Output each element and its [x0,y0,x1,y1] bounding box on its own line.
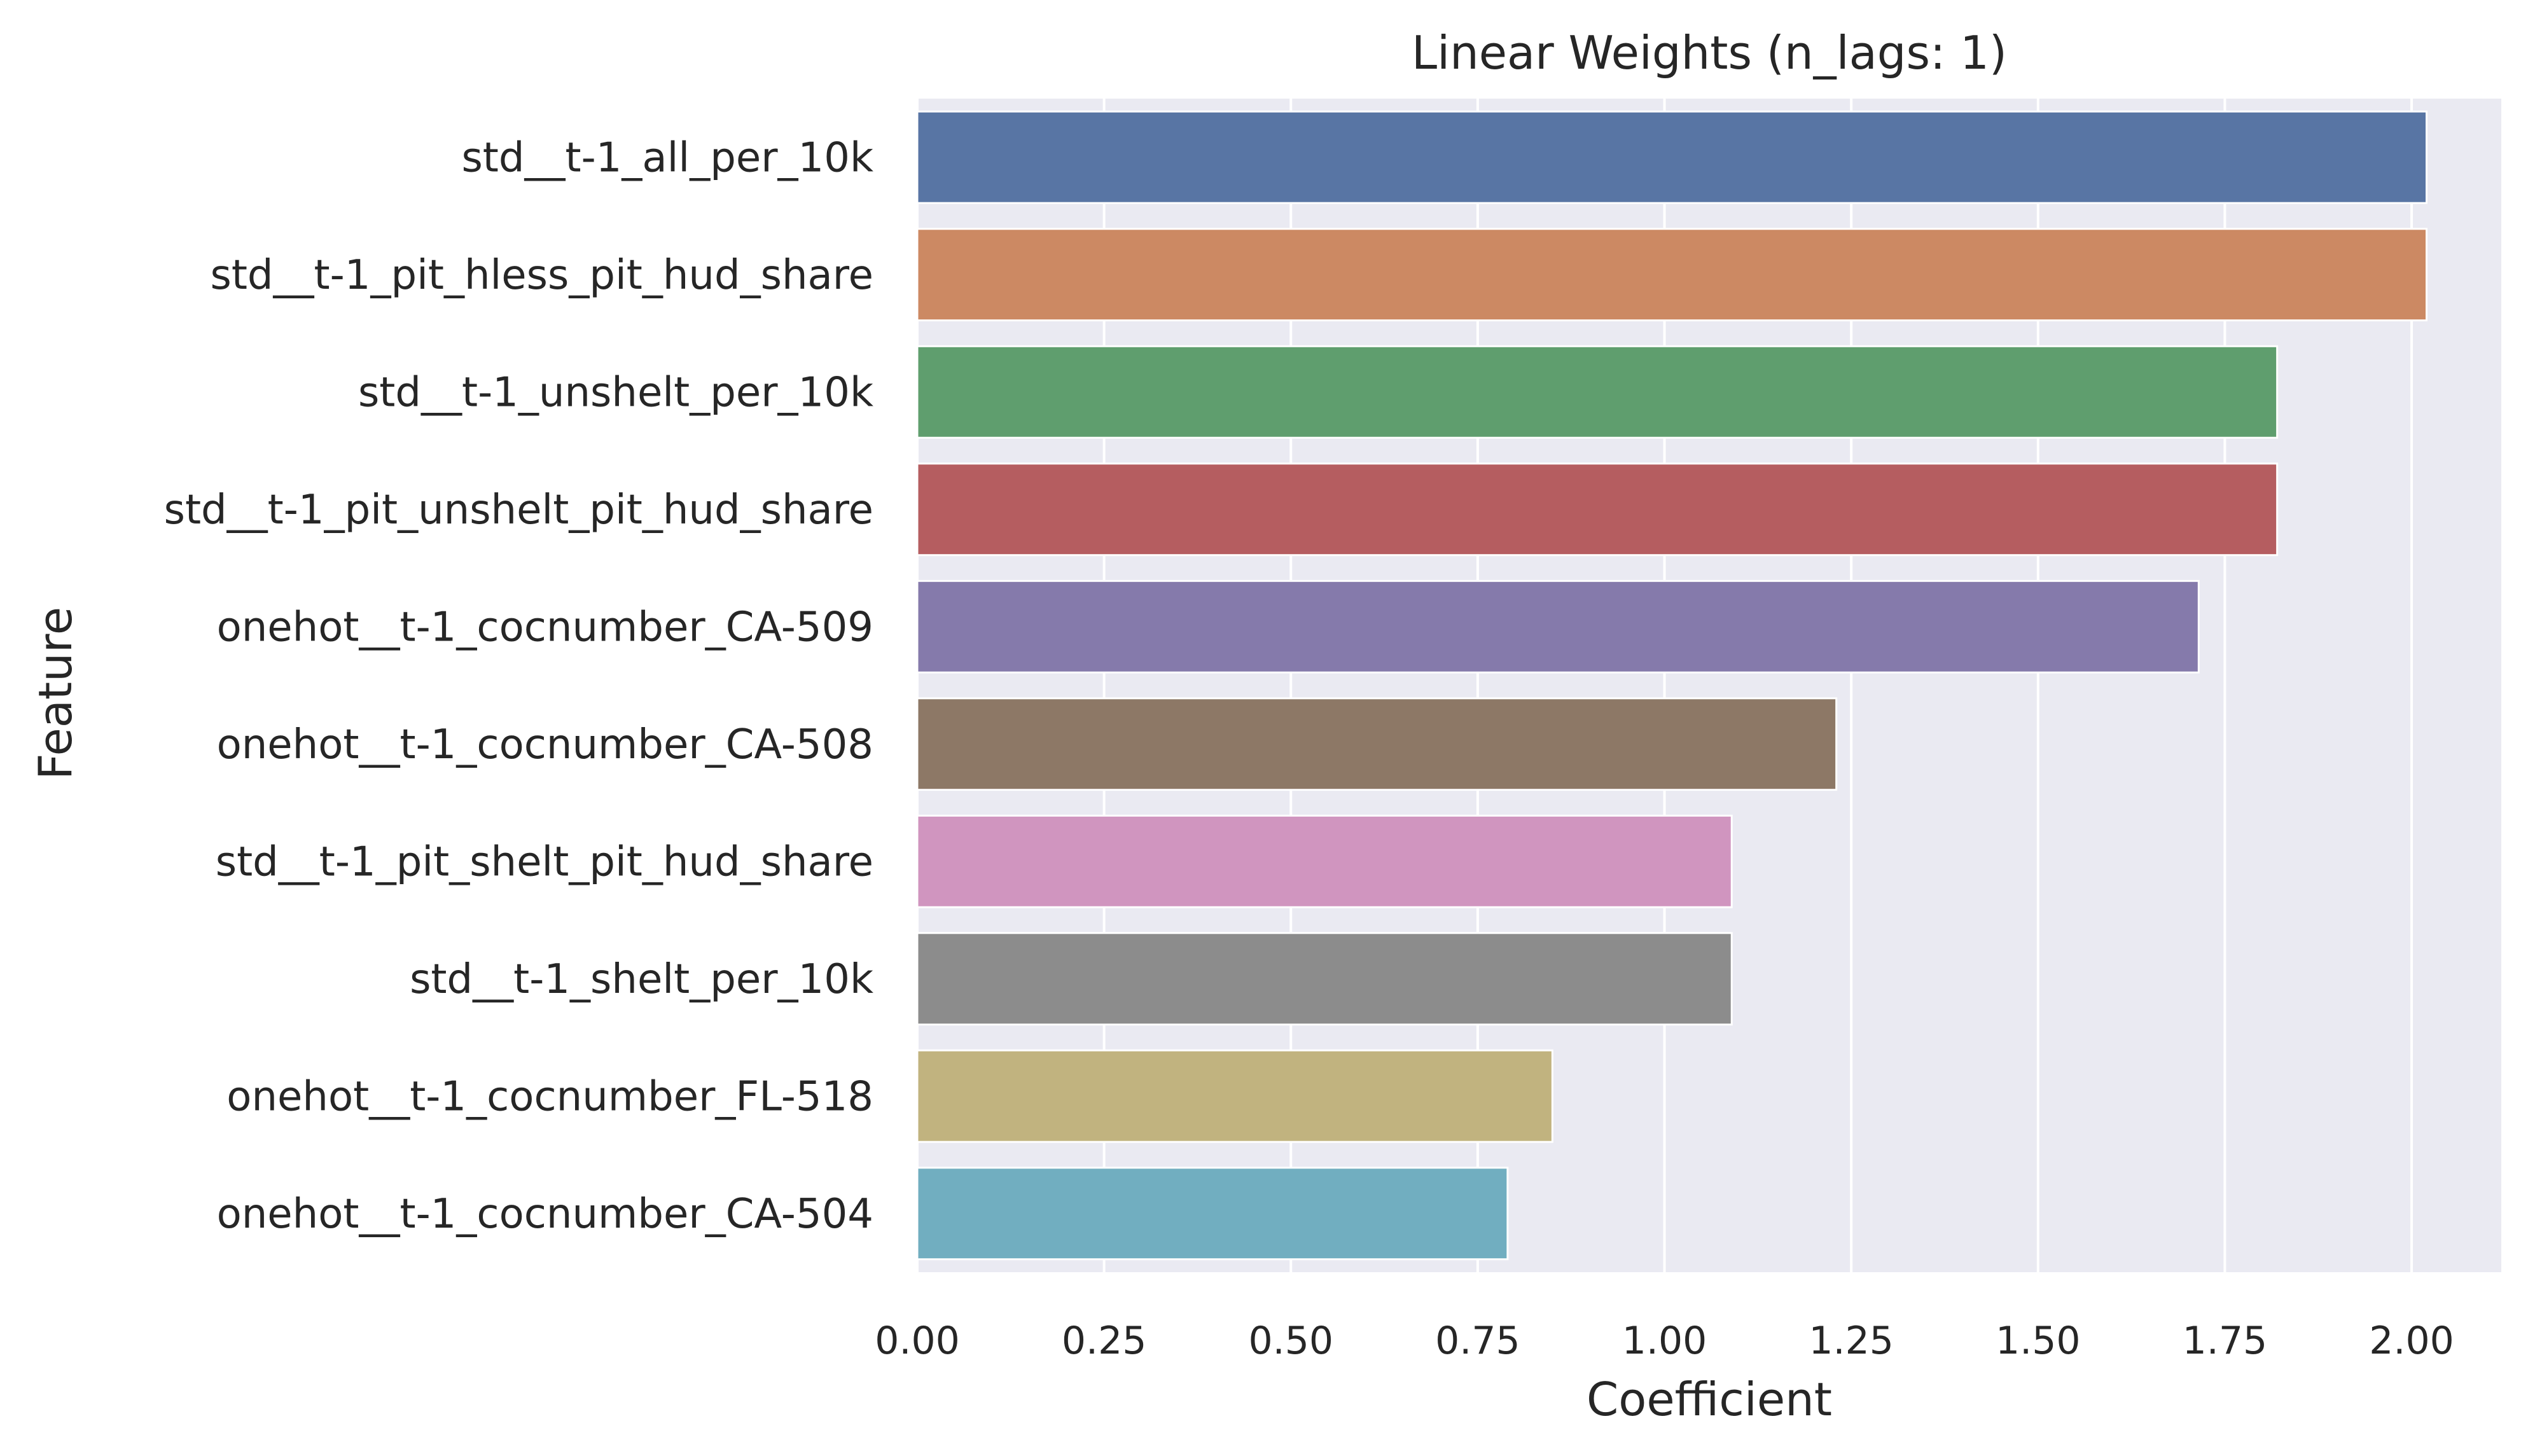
bars [916,110,2428,1261]
x-tick-label: 1.00 [1622,1319,1707,1363]
x-axis-title: Coefficient [1587,1373,1832,1426]
bar [916,345,2279,439]
y-category-label: std__t-1_pit_hless_pit_hud_share [210,252,873,299]
bar [916,932,1733,1026]
y-category-label: onehot__t-1_cocnumber_CA-504 [217,1191,873,1238]
y-category-labels: std__t-1_all_per_10k std__t-1_pit_hless_p… [164,134,873,1238]
x-tick-label: 0.25 [1062,1319,1147,1363]
bar [916,579,2200,674]
y-category-label: std__t-1_pit_shelt_pit_hud_share [216,838,873,885]
x-tick-label: 1.50 [1996,1319,2081,1363]
x-tick-labels: 0.00 0.25 0.50 0.75 1.00 1.25 1.50 1.75 2.00 [875,1319,2454,1363]
y-category-label: onehot__t-1_cocnumber_CA-508 [217,721,873,768]
chart-title: Linear Weights (n_lags: 1) [1412,26,2007,80]
y-category-label: std__t-1_shelt_per_10k [410,956,873,1003]
x-tick-label: 2.00 [2369,1319,2454,1363]
y-category-label: onehot__t-1_cocnumber_CA-509 [217,604,873,651]
bar [916,1167,1509,1261]
bar [916,1049,1553,1143]
y-category-label: onehot__t-1_cocnumber_FL-518 [226,1073,873,1120]
bar [916,228,2428,322]
x-tick-label: 0.00 [875,1319,960,1363]
y-category-label: std__t-1_pit_unshelt_pit_hud_share [164,487,873,534]
x-tick-label: 1.25 [1809,1319,1894,1363]
bar [916,697,1838,791]
y-category-label: std__t-1_unshelt_per_10k [358,369,873,416]
x-tick-label: 0.75 [1435,1319,1520,1363]
x-tick-label: 0.50 [1248,1319,1333,1363]
y-axis-title: Feature [29,607,82,780]
x-tick-label: 1.75 [2183,1319,2268,1363]
bar [916,110,2428,204]
y-category-label: std__t-1_all_per_10k [461,134,873,181]
bar [916,814,1733,908]
bar [916,462,2279,557]
